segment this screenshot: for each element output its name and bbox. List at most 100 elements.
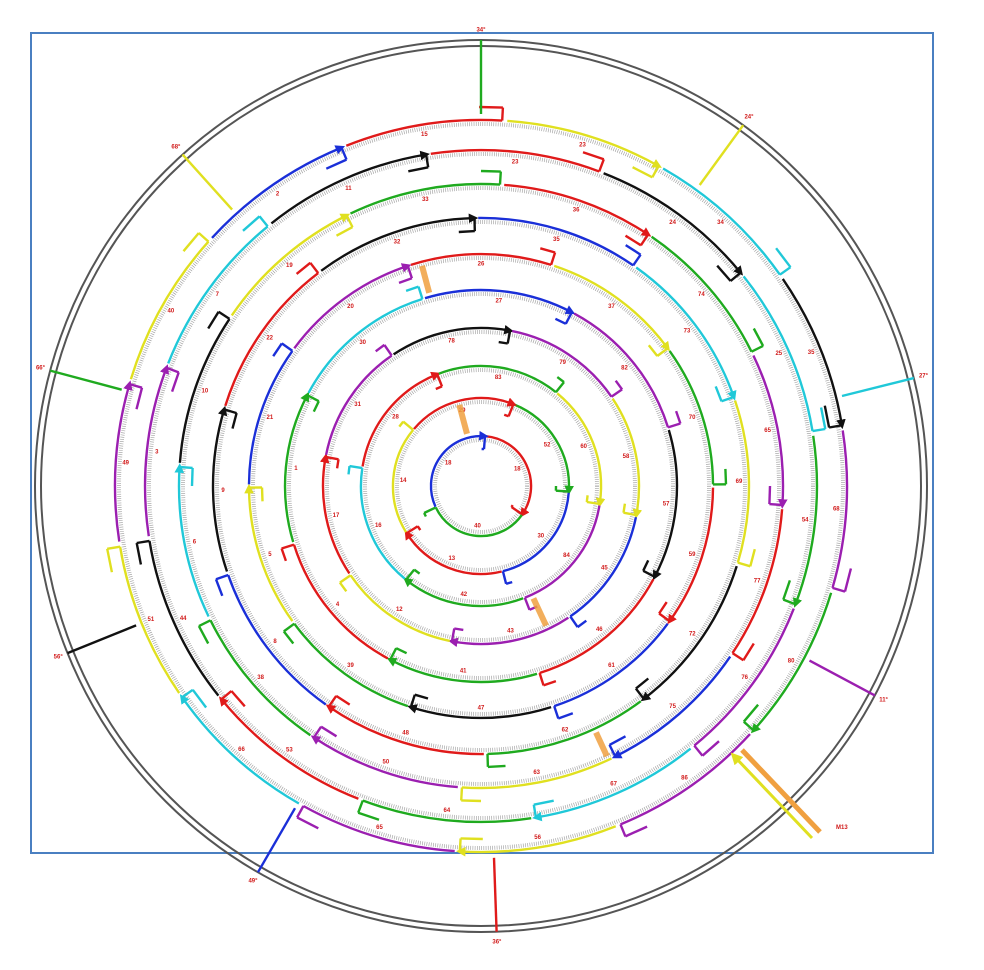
nucleotide-track: [395, 400, 567, 572]
strand-arc: [553, 622, 669, 708]
strand-return: [335, 226, 354, 237]
strand-label: 66: [238, 747, 245, 753]
strand-connector: [281, 342, 294, 352]
strand-label: 46: [596, 627, 603, 633]
strand-connector: [742, 720, 755, 732]
strand-return: [135, 387, 144, 410]
strand-connector: [634, 687, 645, 700]
strand-arc: [302, 804, 455, 853]
strand-label: 33: [422, 197, 429, 203]
strand-arc: [603, 172, 744, 276]
strand-arc: [667, 487, 715, 625]
strand-connector: [632, 254, 642, 267]
scaffold-input: M13: [730, 748, 848, 840]
strand-arc: [652, 429, 679, 581]
strand-connector: [325, 455, 339, 461]
strand-arc: [230, 213, 351, 317]
strand-label: 38: [257, 675, 264, 681]
outer-angle-label: 36°: [492, 939, 502, 945]
strand-return: [458, 229, 475, 234]
strand-connector: [383, 344, 393, 357]
strand-label: 8: [273, 639, 277, 645]
strand-label: 80: [788, 658, 795, 664]
strand-arc: [227, 574, 327, 706]
strand-connector: [450, 628, 456, 642]
strand-return: [413, 568, 421, 575]
strand-connector: [349, 464, 363, 470]
strand-return: [405, 285, 419, 293]
strand-connector: [619, 823, 627, 837]
strand-label: 72: [689, 632, 696, 638]
strand-arc: [244, 483, 294, 622]
strand-return: [435, 385, 443, 391]
strand-arc: [174, 463, 210, 618]
strand-label: 65: [376, 825, 383, 831]
strand-arc: [386, 657, 538, 684]
strand-connector: [215, 573, 229, 581]
strand-return: [505, 580, 513, 585]
strand-return: [576, 619, 588, 629]
strand-return: [197, 625, 210, 645]
strand-label: 40: [474, 523, 481, 529]
outer-angle-label: 49°: [248, 878, 258, 884]
strand-return: [398, 420, 405, 428]
strand-label: 9: [221, 488, 225, 494]
nucleotide-track: [251, 256, 711, 716]
strand-label: 4: [336, 602, 340, 608]
strand-label: 1: [294, 466, 298, 472]
strand-return: [423, 512, 427, 518]
strand-label: 62: [562, 727, 569, 733]
strand-label: 70: [689, 415, 696, 421]
outer-angle-label: 27°: [919, 373, 929, 379]
strand-label: 84: [563, 553, 570, 559]
strand-label: 10: [202, 388, 209, 394]
strand-label: 32: [394, 240, 401, 246]
strand-arc: [461, 757, 613, 790]
crossover-strand: [593, 731, 610, 758]
strand-arc: [650, 235, 753, 353]
strand-label: 78: [448, 339, 455, 345]
strand-return: [242, 215, 261, 232]
strand-connector: [424, 154, 430, 168]
strand-label: 41: [460, 669, 467, 675]
strand-label: 48: [402, 730, 409, 736]
strand-return: [608, 735, 627, 746]
strand-arc: [635, 266, 737, 401]
strand-arc: [224, 272, 319, 407]
strand-arc: [793, 435, 819, 608]
strand-connector: [339, 574, 352, 584]
strand-connector: [405, 568, 416, 581]
strand-return: [480, 169, 501, 173]
strand-arc: [556, 392, 606, 508]
strand-connector: [555, 489, 569, 493]
strand-return: [749, 548, 756, 567]
strand-arc: [218, 696, 359, 800]
strand-connector: [554, 381, 565, 393]
strand-label: 39: [347, 663, 354, 669]
strand-connector: [693, 744, 704, 757]
strand-return: [416, 525, 422, 531]
strand-label: 67: [610, 781, 617, 787]
strand-arc: [524, 505, 601, 599]
strand-arc: [293, 263, 412, 350]
strand-return: [214, 578, 224, 597]
strand-connector: [832, 586, 846, 593]
strand-connector: [458, 838, 462, 852]
strand-return: [819, 407, 827, 430]
strand-connector: [107, 545, 121, 550]
strand-label: 17: [333, 513, 340, 519]
strand-label: 82: [621, 365, 628, 371]
strand-arc: [553, 264, 670, 352]
strand-arc: [504, 183, 652, 237]
strand-connector: [564, 311, 573, 325]
input-strand-yellow: [730, 752, 814, 840]
strand-label: 26: [478, 262, 485, 268]
strand-return: [543, 679, 557, 687]
strand-arc: [478, 216, 634, 267]
strand-return: [724, 468, 728, 485]
outer-bracket: [49, 369, 123, 391]
strand-label: 7: [216, 292, 220, 298]
nucleotide-track: [363, 368, 599, 604]
